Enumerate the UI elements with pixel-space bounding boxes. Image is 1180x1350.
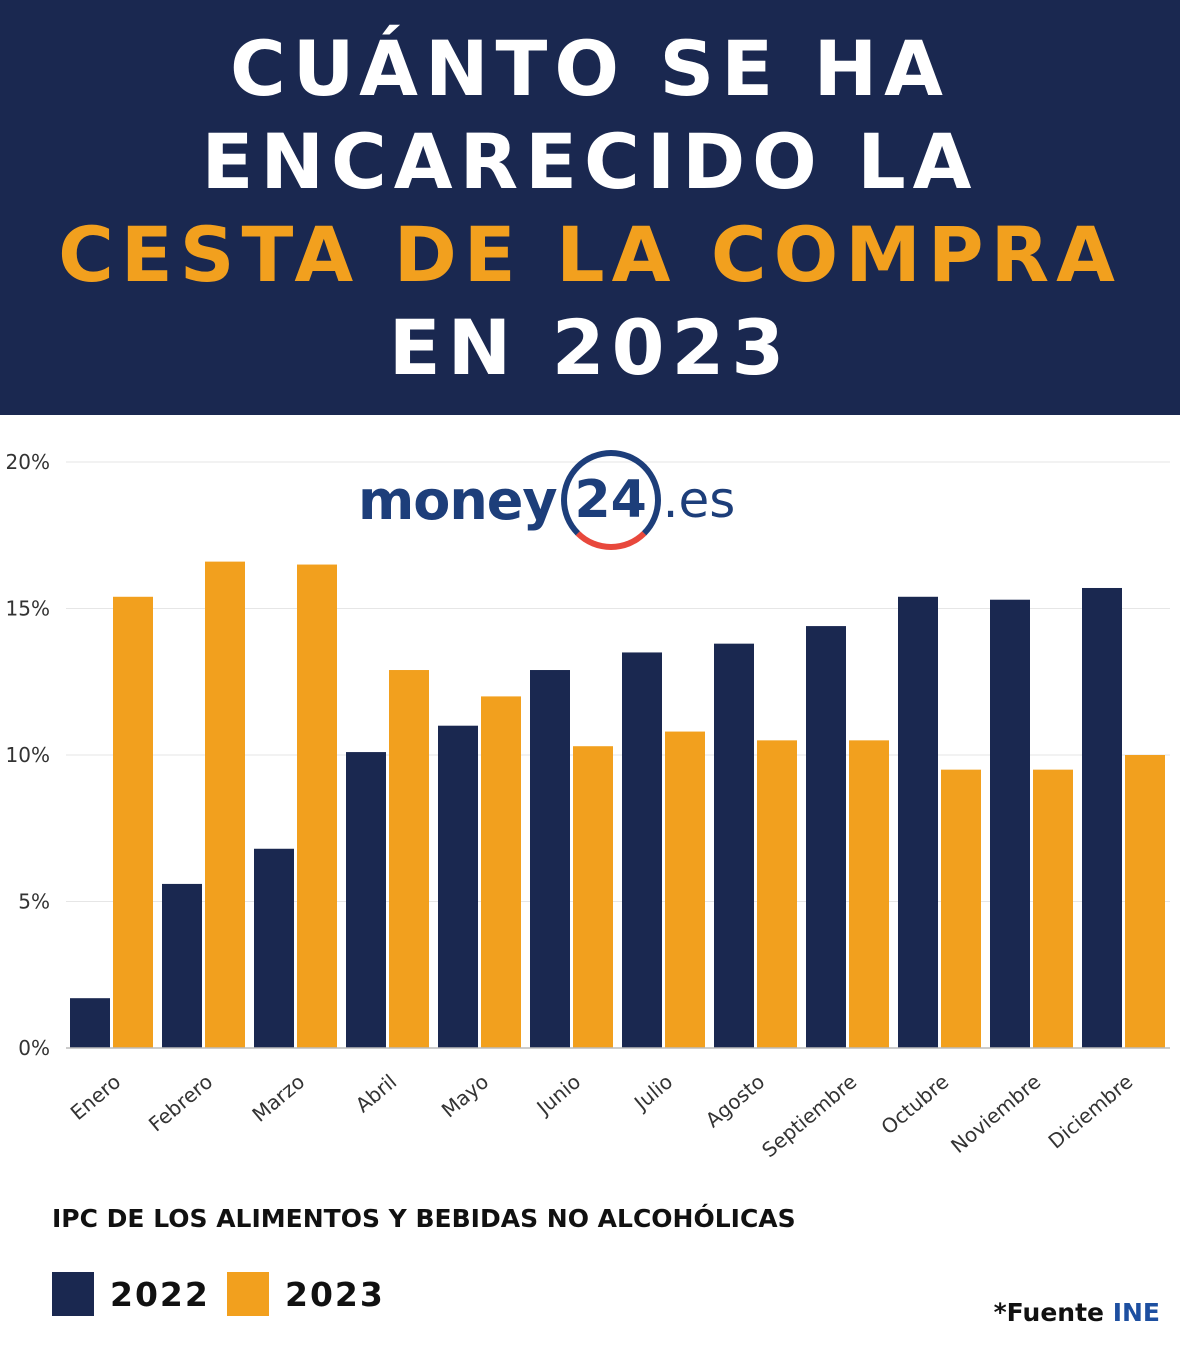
title-line-4: EN 2023	[388, 302, 792, 392]
title-banner: CUÁNTO SE HA ENCARECIDO LA CESTA DE LA C…	[0, 0, 1180, 415]
x-tick-label: Diciembre	[1044, 1069, 1138, 1153]
x-tick-label: Marzo	[247, 1069, 309, 1126]
y-tick-label: 10%	[6, 743, 50, 767]
title-line-2: ENCARECIDO LA	[201, 116, 979, 206]
x-tick-label: Abril	[351, 1069, 401, 1117]
bar-2023-diciembre	[1125, 755, 1165, 1048]
bar-2022-junio	[530, 670, 570, 1048]
y-tick-label: 5%	[18, 890, 50, 914]
x-tick-label: Agosto	[701, 1069, 769, 1132]
x-tick-label: Septiembre	[757, 1069, 861, 1162]
bar-2023-mayo	[481, 696, 521, 1048]
legend-swatch-2022	[52, 1272, 94, 1316]
bar-2023-septiembre	[849, 740, 889, 1048]
bar-2022-enero	[70, 998, 110, 1048]
legend-item-2023: 2023	[227, 1272, 385, 1316]
x-tick-label: Mayo	[437, 1069, 493, 1122]
bar-2023-marzo	[297, 564, 337, 1048]
money24-logo: money 24 .es	[358, 440, 735, 560]
bar-2023-junio	[573, 746, 613, 1048]
x-tick-label: Octubre	[876, 1069, 953, 1139]
bar-2022-abril	[346, 752, 386, 1048]
logo-text-es: .es	[662, 471, 736, 529]
x-tick-label: Noviembre	[946, 1069, 1045, 1158]
bar-2023-agosto	[757, 740, 797, 1048]
legend-swatch-2023	[227, 1272, 269, 1316]
bar-2023-abril	[389, 670, 429, 1048]
chart-title: IPC DE LOS ALIMENTOS Y BEBIDAS NO ALCOHÓ…	[52, 1204, 796, 1233]
bar-2023-julio	[665, 731, 705, 1048]
bar-2022-mayo	[438, 725, 478, 1048]
logo-text-money: money	[358, 468, 558, 532]
bar-2022-marzo	[254, 848, 294, 1048]
y-tick-label: 0%	[18, 1036, 50, 1060]
bar-2023-febrero	[205, 561, 245, 1048]
source-note: *Fuente INE	[994, 1298, 1160, 1327]
x-tick-label: Febrero	[144, 1069, 217, 1136]
bar-2022-septiembre	[806, 626, 846, 1048]
source-prefix: *Fuente	[993, 1298, 1113, 1327]
bar-2023-noviembre	[1033, 769, 1073, 1048]
source-name: INE	[1112, 1298, 1160, 1327]
legend-item-2022: 2022	[52, 1272, 210, 1316]
bar-2022-febrero	[162, 883, 202, 1048]
bar-2022-julio	[622, 652, 662, 1048]
bar-2023-enero	[113, 596, 153, 1048]
bar-2022-diciembre	[1082, 587, 1122, 1048]
legend-label-2023: 2023	[285, 1274, 385, 1314]
y-tick-label: 20%	[6, 450, 50, 474]
title-line-3: CESTA DE LA COMPRA	[58, 209, 1122, 299]
x-tick-label: Enero	[66, 1069, 126, 1124]
bar-2022-agosto	[714, 643, 754, 1048]
title-line-1: CUÁNTO SE HA	[229, 23, 951, 113]
bar-chart: 0% 5% 10% 15% 20% Enero Febrero Marzo Abril Mayo J…	[6, 450, 1170, 1162]
bar-2023-octubre	[941, 769, 981, 1048]
legend-label-2022: 2022	[110, 1274, 210, 1314]
x-tick-label: Julio	[628, 1069, 677, 1116]
y-tick-label: 15%	[6, 597, 50, 621]
logo-circle-24: 24	[560, 450, 661, 550]
bar-2022-octubre	[898, 596, 938, 1048]
x-tick-label: Junio	[531, 1069, 586, 1120]
bar-2022-noviembre	[990, 599, 1030, 1048]
